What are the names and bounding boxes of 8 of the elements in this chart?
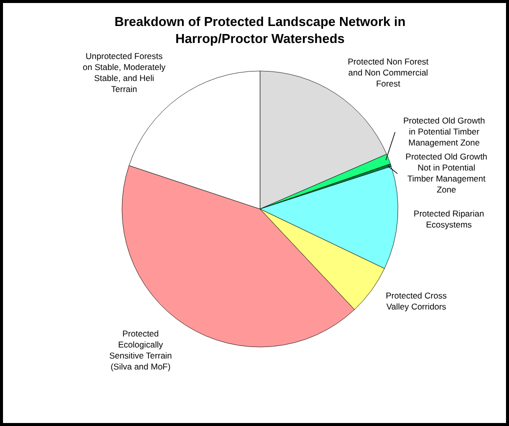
chart-title: Breakdown of Protected Landscape Network in Harrop/Proctor Watersheds [114, 14, 406, 46]
slice-label: Protected Ecologically Sensitive Terrain (Silva and MoF) [109, 328, 172, 372]
slice-label: Protected Cross Valley Corridors [386, 290, 447, 312]
slice-label: Protected Old Growth in Potential Timber Management Zone [403, 116, 486, 148]
slice-label: Protected Old Growth Not in Potential Timber Management Zone [406, 152, 488, 195]
slice-label: Protected Riparian Ecosystems [414, 208, 484, 230]
slice-label: Unprotected Forests on Stable, Moderately Stable, and Heli Terrain [82, 50, 166, 94]
slice-label: Protected Non Forest and Non Commercial Forest [348, 56, 430, 89]
